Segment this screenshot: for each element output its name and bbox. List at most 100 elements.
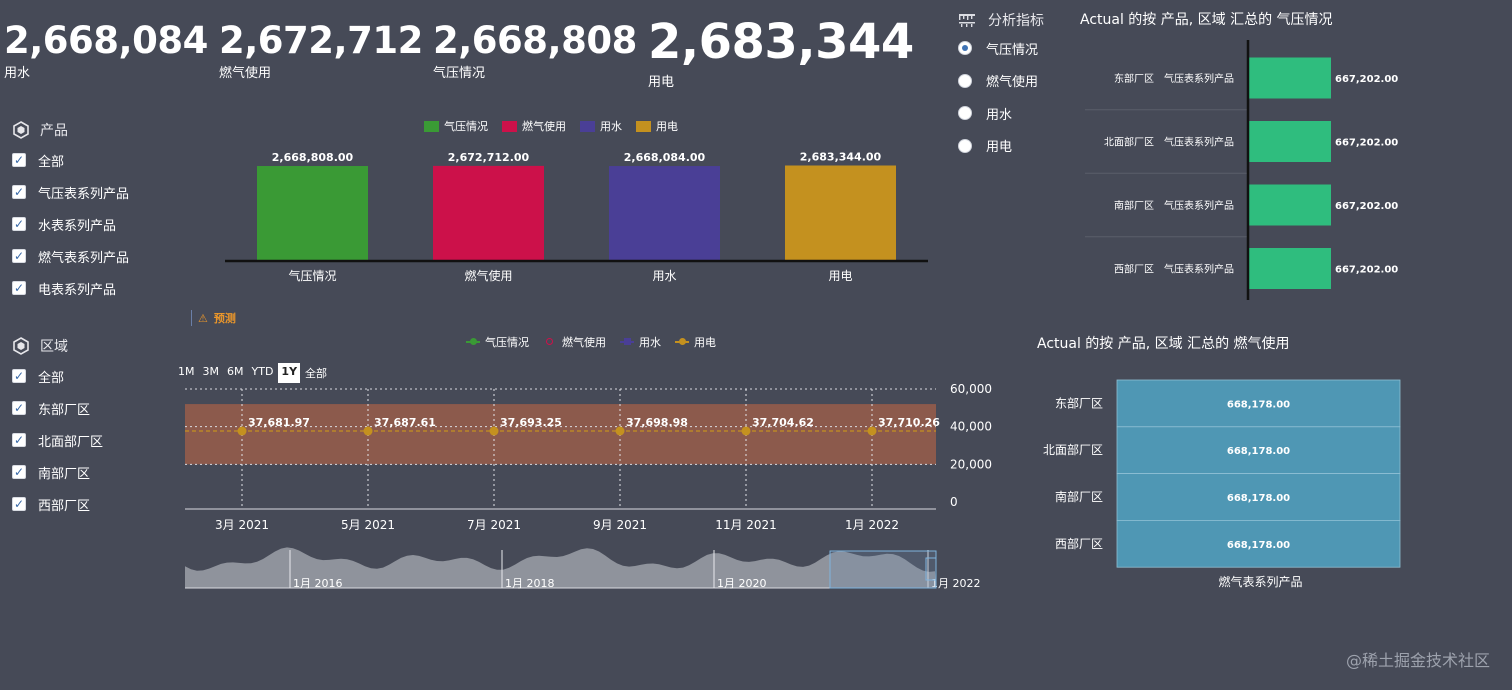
metric-option-pressure[interactable]: 气压情况 xyxy=(958,32,1068,65)
checkbox-checked-icon[interactable]: ✓ xyxy=(12,185,26,199)
product-filter-header: 产品 xyxy=(12,120,182,140)
metric-option-water[interactable]: 用水 xyxy=(958,97,1068,130)
line-chart-legend: 气压情况 燃气使用 用水 用电 xyxy=(466,334,716,350)
legend-label: 用电 xyxy=(694,336,716,349)
range-button-6m[interactable]: 6M xyxy=(227,365,244,378)
range-button-all[interactable]: 全部 xyxy=(305,367,328,380)
region-cube-icon xyxy=(13,337,29,355)
region-option-label: 南部厂区 xyxy=(38,466,91,482)
series-point[interactable] xyxy=(867,426,877,436)
kpi-gas-value: 2,672,712 xyxy=(219,19,423,62)
navigator-area xyxy=(185,547,936,588)
checkbox-checked-icon[interactable]: ✓ xyxy=(12,401,26,415)
checkbox-checked-icon[interactable]: ✓ xyxy=(12,217,26,231)
bar[interactable] xyxy=(1249,248,1331,289)
legend-item[interactable]: 燃气使用 xyxy=(502,118,566,134)
series-point[interactable] xyxy=(363,426,373,436)
legend-item[interactable]: 燃气使用 xyxy=(543,334,606,350)
column-label: 燃气表系列产品 xyxy=(1218,574,1302,589)
navigator-window[interactable] xyxy=(829,550,937,589)
checkbox-checked-icon[interactable]: ✓ xyxy=(12,497,26,511)
checkbox-checked-icon[interactable]: ✓ xyxy=(12,281,26,295)
checkbox-checked-icon[interactable]: ✓ xyxy=(12,369,26,383)
bar-value-label: 667,202.00 xyxy=(1335,138,1398,149)
heatmap-cell[interactable] xyxy=(1116,519,1401,568)
region-option-all[interactable]: ✓ 全部 xyxy=(12,360,182,392)
legend-item[interactable]: 用电 xyxy=(675,334,716,350)
legend-swatch xyxy=(636,120,651,132)
time-series-chart[interactable]: 0 20,000 40,000 60,000 3月 2021 5月 2021 7月 2021… xyxy=(180,378,1000,598)
product-label: 气压表系列产品 xyxy=(1164,263,1234,276)
legend-item[interactable]: 气压情况 xyxy=(424,118,488,134)
product-option-label: 电表系列产品 xyxy=(38,282,117,298)
forecast-toggle[interactable]: ⚠ 预测 xyxy=(191,310,236,326)
metric-option-gas[interactable]: 燃气使用 xyxy=(958,65,1068,98)
kpi-water-label: 用水 xyxy=(4,66,31,81)
product-cube-icon xyxy=(13,121,29,139)
radio-icon[interactable] xyxy=(958,138,972,153)
point-value-label: 37,693.25 xyxy=(500,416,562,429)
bar[interactable] xyxy=(785,165,896,262)
bar[interactable] xyxy=(1249,121,1331,162)
region-option-north[interactable]: ✓ 北面部厂区 xyxy=(12,424,182,456)
legend-marker xyxy=(543,338,557,345)
product-option-gas[interactable]: ✓ 燃气表系列产品 xyxy=(12,240,182,272)
product-label: 气压表系列产品 xyxy=(1164,199,1234,212)
product-option-label: 水表系列产品 xyxy=(38,218,117,234)
product-option-all[interactable]: ✓ 全部 xyxy=(12,144,182,176)
bar[interactable] xyxy=(609,166,720,261)
forecast-band xyxy=(185,404,936,465)
range-button-ytd[interactable]: YTD xyxy=(251,365,274,378)
metric-selector-title: 分析指标 xyxy=(988,13,1044,29)
product-option-label: 全部 xyxy=(38,154,65,170)
heatmap-cell[interactable] xyxy=(1116,379,1401,428)
legend-label: 用水 xyxy=(639,336,661,349)
metric-option-label: 气压情况 xyxy=(986,42,1039,58)
bar[interactable] xyxy=(433,165,544,261)
legend-item[interactable]: 用水 xyxy=(620,334,661,350)
series-point[interactable] xyxy=(615,426,625,436)
series-point[interactable] xyxy=(237,426,247,436)
navigator-handle[interactable] xyxy=(925,557,937,581)
region-option-label: 北面部厂区 xyxy=(38,434,104,450)
legend-marker xyxy=(620,338,634,345)
checkbox-checked-icon[interactable]: ✓ xyxy=(12,249,26,263)
product-filter-title: 产品 xyxy=(40,123,68,139)
kpi-electricity-label: 用电 xyxy=(648,75,675,90)
metric-option-electricity[interactable]: 用电 xyxy=(958,130,1068,163)
bar-value-label: 2,672,712.00 xyxy=(448,151,530,164)
checkbox-checked-icon[interactable]: ✓ xyxy=(12,153,26,167)
x-tick-label: 用水 xyxy=(652,269,676,283)
series-point[interactable] xyxy=(489,426,499,436)
heatmap-cell[interactable] xyxy=(1116,473,1401,521)
bar[interactable] xyxy=(257,166,368,261)
radio-selected-icon[interactable] xyxy=(958,41,972,56)
product-label: 气压表系列产品 xyxy=(1164,136,1234,149)
checkbox-checked-icon[interactable]: ✓ xyxy=(12,465,26,479)
series-point[interactable] xyxy=(741,426,751,436)
checkbox-checked-icon[interactable]: ✓ xyxy=(12,433,26,447)
product-filter: 产品 ✓ 全部 ✓ 气压表系列产品 ✓ 水表系列产品 ✓ 燃气表系列产品 ✓ 电表系列产品 xyxy=(12,120,182,304)
radio-icon[interactable] xyxy=(958,73,972,88)
ruler-icon xyxy=(959,14,975,27)
product-option-pressure[interactable]: ✓ 气压表系列产品 xyxy=(12,176,182,208)
row-label: 南部厂区 xyxy=(1055,489,1103,504)
radio-icon[interactable] xyxy=(958,106,972,121)
product-option-water[interactable]: ✓ 水表系列产品 xyxy=(12,208,182,240)
region-option-east[interactable]: ✓ 东部厂区 xyxy=(12,392,182,424)
legend-item[interactable]: 气压情况 xyxy=(466,334,529,350)
bar[interactable] xyxy=(1249,57,1331,99)
range-button-3m[interactable]: 3M xyxy=(202,365,220,378)
range-button-1y[interactable]: 1Y xyxy=(278,363,301,383)
range-button-1m[interactable]: 1M xyxy=(178,365,195,378)
navigator-label: 1月 2022 xyxy=(931,577,981,590)
legend-item[interactable]: 用电 xyxy=(636,118,678,134)
legend-swatch xyxy=(580,120,595,132)
metric-option-label: 用水 xyxy=(986,107,1013,123)
legend-label: 气压情况 xyxy=(444,120,488,133)
bar[interactable] xyxy=(1249,184,1331,226)
region-option-west[interactable]: ✓ 西部厂区 xyxy=(12,488,182,520)
region-option-south[interactable]: ✓ 南部厂区 xyxy=(12,456,182,488)
legend-item[interactable]: 用水 xyxy=(580,118,622,134)
product-option-electricity[interactable]: ✓ 电表系列产品 xyxy=(12,272,182,304)
